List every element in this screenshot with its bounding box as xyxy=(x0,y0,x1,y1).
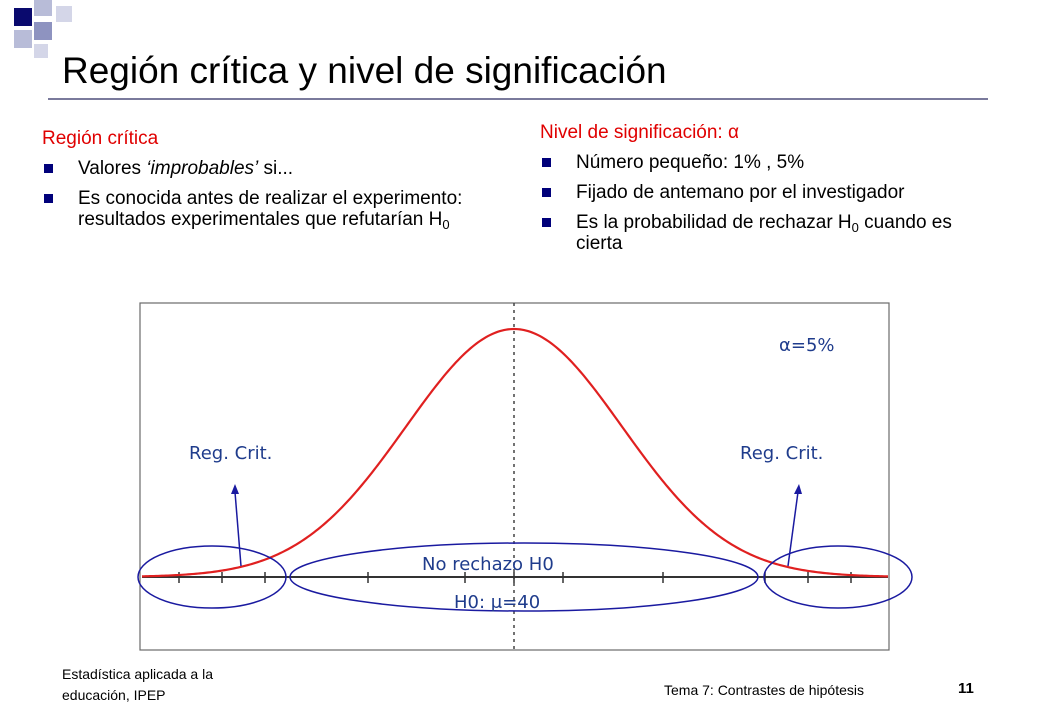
critical-region-column: Región crítica Valores ‘improbables’ si.… xyxy=(42,128,482,239)
bullet-square-icon xyxy=(542,218,551,227)
significance-heading: Nivel de significación: α xyxy=(540,122,739,143)
page-number: 11 xyxy=(958,680,974,697)
bullet-square-icon xyxy=(44,194,53,203)
no-rejection-label: No rechazo H0 xyxy=(422,554,554,575)
left-critical-ellipse xyxy=(137,545,287,609)
left-arrowhead xyxy=(231,484,239,494)
left-arrow xyxy=(234,491,242,567)
bullet-fixed-beforehand: Fijado de antemano por el investigador xyxy=(540,182,980,203)
title-divider xyxy=(48,98,988,100)
footer-topic: Tema 7: Contrastes de hipótesis xyxy=(664,682,864,698)
bullet-square-icon xyxy=(44,164,53,173)
significance-level-column: Nivel de significación: α Número pequeño… xyxy=(540,122,980,263)
acceptance-ellipse xyxy=(289,542,759,612)
right-critical-label: Reg. Crit. xyxy=(740,443,823,464)
bullet-known-before: Es conocida antes de realizar el experim… xyxy=(42,188,482,231)
bullet-square-icon xyxy=(542,188,551,197)
left-critical-label: Reg. Crit. xyxy=(189,443,272,464)
page-title: Región crítica y nivel de significación xyxy=(62,50,667,91)
right-critical-ellipse xyxy=(763,545,913,609)
bullet-improbable-values: Valores ‘improbables’ si... xyxy=(42,158,482,179)
footer-course: Estadística aplicada a la educación, IPE… xyxy=(62,666,213,703)
bullet-small-number: Número pequeño: 1% , 5% xyxy=(540,152,980,173)
critical-region-heading: Región crítica xyxy=(42,128,159,149)
bullet-square-icon xyxy=(542,158,551,167)
right-arrowhead xyxy=(794,484,802,494)
right-arrow xyxy=(787,491,799,567)
normal-curve xyxy=(141,327,889,578)
null-hypothesis-label: H0: μ=40 xyxy=(454,592,540,613)
bullet-rejection-probability: Es la probabilidad de rechazar H0 cuando… xyxy=(540,212,980,254)
alpha-label: α=5% xyxy=(779,335,835,356)
